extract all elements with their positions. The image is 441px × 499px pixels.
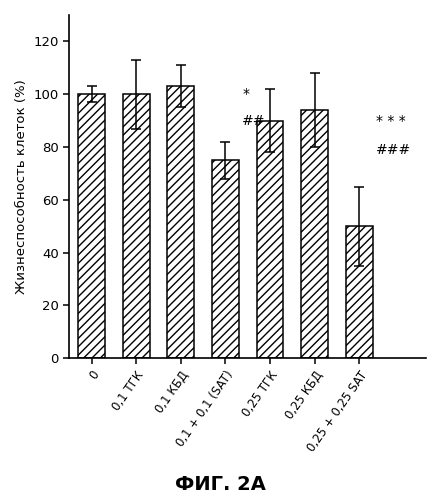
Bar: [78, 94, 105, 358]
Bar: [346, 226, 373, 358]
Text: ###: ###: [376, 143, 411, 157]
Text: ФИГ. 2А: ФИГ. 2А: [175, 475, 266, 494]
Text: * * *: * * *: [376, 114, 406, 128]
Bar: [123, 94, 149, 358]
Y-axis label: Жизнеспособность клеток (%): Жизнеспособность клеток (%): [15, 79, 28, 294]
Bar: [257, 121, 283, 358]
Bar: [301, 110, 328, 358]
Bar: [212, 160, 239, 358]
Text: *: *: [242, 87, 249, 101]
Bar: [168, 86, 194, 358]
Text: ##: ##: [242, 114, 266, 128]
